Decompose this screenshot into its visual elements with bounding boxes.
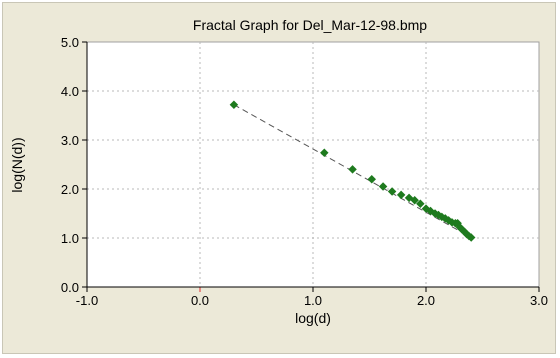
data-point: [320, 148, 329, 157]
y-axis-label: log(N(d)): [9, 137, 25, 192]
data-point: [367, 174, 377, 184]
data-point: [396, 190, 406, 200]
chart-title: Fractal Graph for Del_Mar-12-98.bmp: [193, 17, 427, 33]
x-axis-label: log(d): [295, 310, 331, 326]
y-tick-label: 1.0: [61, 231, 79, 246]
data-point: [348, 165, 357, 174]
y-tick-label: 3.0: [61, 133, 79, 148]
y-tick-label: 5.0: [61, 35, 79, 50]
y-tick-label: 4.0: [61, 84, 79, 99]
x-tick-label: 2.0: [417, 293, 435, 308]
y-tick-label: 0.0: [61, 280, 79, 295]
grid-lines: [87, 42, 539, 287]
data-point: [410, 196, 419, 205]
x-tick-label: 3.0: [530, 293, 548, 308]
x-tick-label: -1.0: [76, 293, 98, 308]
y-tick-label: 2.0: [61, 182, 79, 197]
data-point: [378, 182, 388, 191]
x-tick-label: 1.0: [304, 293, 322, 308]
tick-labels: -1.0 0.0 1.0 2.0 3.00.01.02.03.04.05.0: [61, 35, 548, 308]
data-point: [416, 199, 425, 208]
axes: [82, 41, 540, 292]
x-tick-label: 0.0: [191, 293, 209, 308]
data-point: [387, 187, 397, 196]
data-points: [229, 100, 476, 242]
data-point: [466, 233, 476, 242]
data-point: [229, 100, 239, 109]
